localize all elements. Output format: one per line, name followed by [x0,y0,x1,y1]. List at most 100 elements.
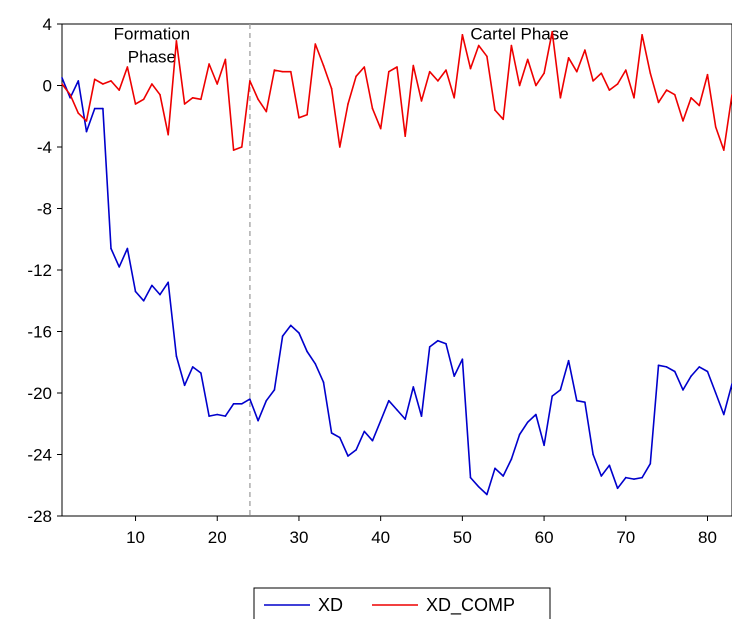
data-point [510,458,513,460]
data-point [110,80,112,82]
data-point [600,475,603,477]
data-point [142,98,145,101]
data-point [298,332,300,334]
x-tick-label: 10 [126,528,145,547]
data-point [665,366,668,368]
legend-box [253,587,551,619]
data-point [77,80,80,82]
data-point [567,359,570,362]
data-point [355,449,357,451]
data-point [61,83,63,85]
data-point [649,462,652,465]
data-point [322,381,325,384]
x-tick-label: 40 [371,528,390,547]
data-point [371,107,374,110]
data-point [616,83,619,85]
data-point [232,403,235,405]
data-point [698,366,701,368]
data-point [314,43,317,45]
data-point [281,335,284,337]
data-point [208,63,210,65]
data-point [420,415,423,417]
data-point [330,87,333,90]
y-tick-label: 4 [43,15,52,34]
data-point [151,83,153,85]
data-point [216,83,218,85]
data-point [232,149,235,151]
data-point [674,93,676,96]
data-point [85,120,88,122]
data-point [723,149,725,151]
data-point [592,80,594,82]
data-point [290,324,292,327]
data-point [379,127,382,130]
data-point [298,117,300,119]
data-point [265,110,268,113]
data-point [559,389,562,391]
data-point [200,98,202,101]
data-point [657,101,660,104]
data-point [118,266,120,268]
data-point [535,84,537,87]
data-point [608,464,611,467]
data-point [608,89,611,91]
data-point [200,372,202,374]
data-point [723,413,725,416]
y-tick-label: -12 [27,261,52,280]
data-point [486,55,488,58]
data-point [477,486,480,488]
data-point [339,436,341,439]
data-point [306,113,308,116]
data-point [625,476,627,479]
data-point [126,247,129,250]
data-point [567,57,570,59]
data-point [265,399,268,402]
y-tick-label: -4 [37,138,52,157]
data-point [625,69,627,71]
data-point [469,476,472,479]
data-point [518,433,521,436]
data-point [412,386,415,388]
data-point [682,389,684,391]
data-point [77,112,80,114]
data-point [665,89,668,91]
data-point [126,66,129,68]
data-point [314,363,317,365]
data-point [559,97,562,99]
series-points-xd-comp [61,30,732,151]
data-point [216,413,218,416]
data-point [576,399,578,402]
legend: XD XD_COMP [253,587,551,619]
data-point [445,343,447,345]
y-tick-label: -24 [27,446,52,465]
series-line-xd [61,77,732,496]
data-point [592,453,594,456]
data-point [682,120,684,122]
data-point [633,97,635,99]
data-point [396,66,398,68]
data-point [706,370,709,373]
data-point [428,346,431,348]
x-tick-label: 70 [616,528,635,547]
data-point [649,72,652,74]
data-point [241,403,243,405]
data-point [249,80,251,82]
data-point [584,401,586,404]
data-point [257,98,259,101]
data-point [363,66,366,68]
x-tick-label: 60 [535,528,554,547]
data-point [85,130,88,133]
data-point [330,432,333,434]
data-point [241,146,243,148]
data-point [461,34,464,36]
data-point [118,89,120,91]
data-point [151,284,153,287]
plot-frame [61,23,732,517]
y-tick-label: -20 [27,384,52,403]
data-point [445,69,447,71]
data-point [494,467,496,470]
data-point [543,72,545,74]
data-point [273,389,276,391]
y-tick-label: 0 [43,77,52,96]
